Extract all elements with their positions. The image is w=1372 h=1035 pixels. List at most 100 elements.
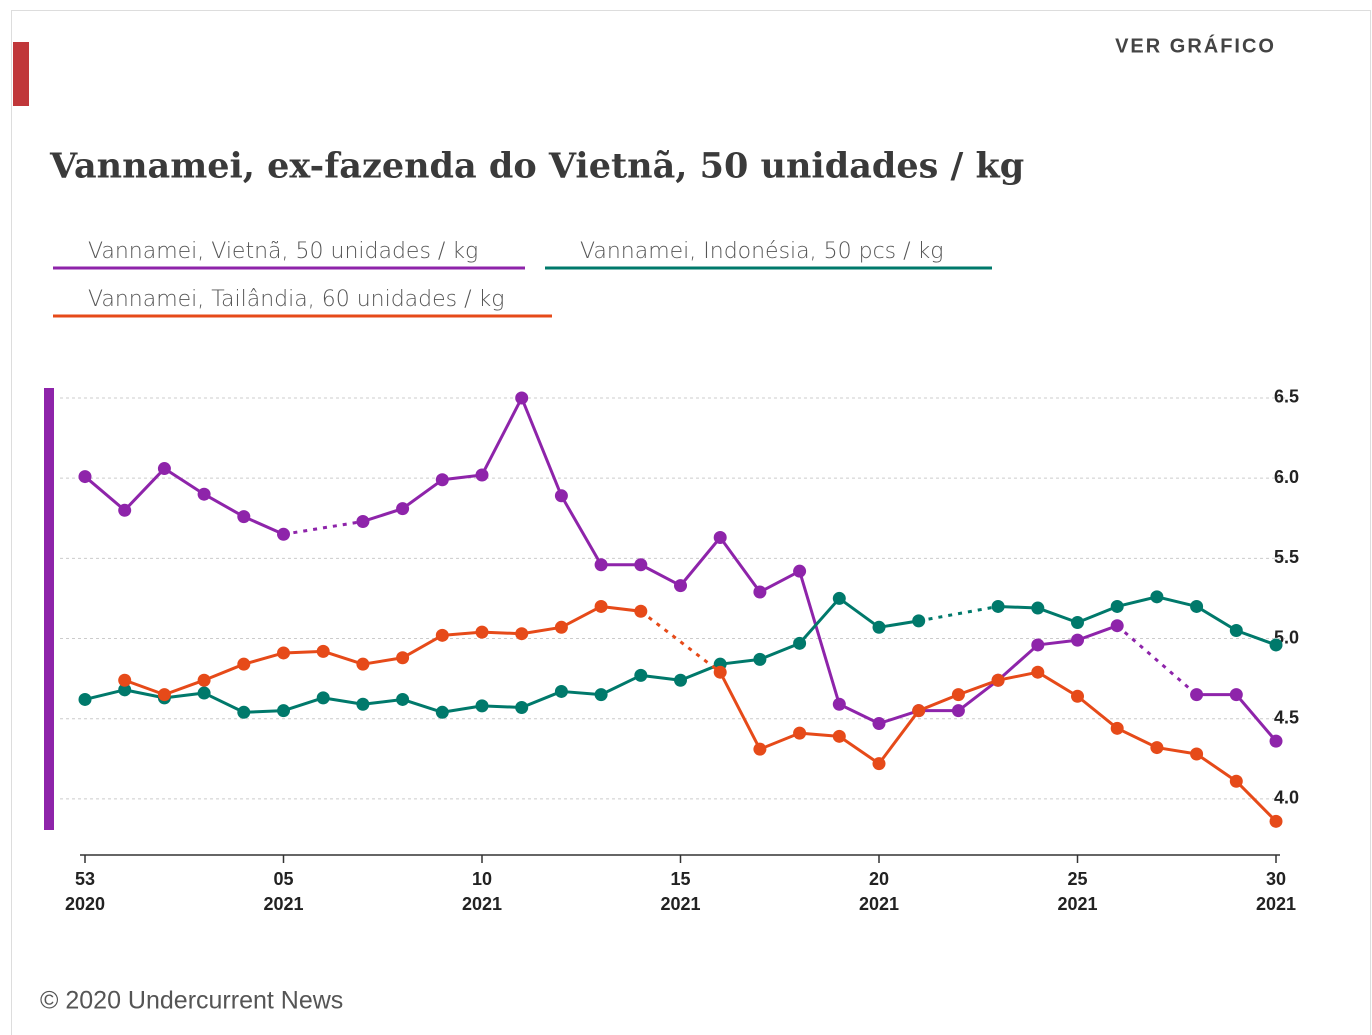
data-point bbox=[674, 673, 687, 687]
data-point bbox=[912, 614, 926, 628]
data-point bbox=[1071, 689, 1084, 703]
x-tick-label: 30 bbox=[1266, 869, 1286, 889]
data-point bbox=[991, 599, 1005, 613]
data-point bbox=[475, 699, 489, 713]
x-tick-year: 2021 bbox=[1256, 894, 1296, 914]
series-line bbox=[84, 595, 1277, 714]
data-point bbox=[872, 620, 886, 634]
data-point bbox=[1031, 665, 1045, 679]
data-point bbox=[237, 657, 251, 671]
x-tick-label: 05 bbox=[273, 869, 293, 889]
data-point bbox=[753, 742, 767, 756]
data-point bbox=[634, 604, 648, 618]
x-tick-year: 2021 bbox=[263, 894, 303, 914]
data-point bbox=[951, 688, 965, 702]
data-point bbox=[435, 473, 449, 487]
data-point bbox=[554, 684, 568, 698]
y-tick-label: 6.0 bbox=[1274, 467, 1299, 487]
data-point bbox=[515, 627, 529, 641]
x-tick-year: 2021 bbox=[462, 894, 502, 914]
data-point bbox=[118, 683, 132, 697]
y-tick-label: 5.5 bbox=[1274, 547, 1299, 567]
legend-label: Vannamei, Vietnã, 50 unidades / kg bbox=[88, 239, 478, 264]
data-point bbox=[1110, 721, 1124, 735]
y-tick-label: 6.5 bbox=[1274, 387, 1299, 407]
data-point bbox=[197, 673, 211, 687]
data-point bbox=[356, 514, 370, 528]
data-point bbox=[435, 628, 449, 642]
data-point bbox=[1229, 774, 1243, 788]
data-point bbox=[793, 564, 807, 578]
data-point bbox=[78, 470, 92, 484]
data-point bbox=[594, 688, 608, 702]
data-point bbox=[753, 585, 767, 599]
data-point bbox=[793, 636, 807, 650]
data-point bbox=[991, 673, 1005, 687]
gap-connector bbox=[639, 610, 722, 674]
data-point bbox=[554, 620, 568, 634]
data-point bbox=[634, 668, 648, 682]
data-point bbox=[237, 705, 251, 719]
data-point bbox=[713, 665, 727, 679]
x-tick-year: 2021 bbox=[660, 894, 700, 914]
data-point bbox=[157, 462, 171, 476]
data-point bbox=[832, 591, 846, 605]
data-point bbox=[1150, 741, 1164, 755]
data-point bbox=[515, 391, 529, 405]
data-point bbox=[832, 697, 846, 711]
data-point bbox=[475, 468, 489, 482]
data-point bbox=[713, 531, 727, 545]
data-point bbox=[793, 726, 807, 740]
x-tick-label: 10 bbox=[472, 869, 492, 889]
data-point bbox=[277, 527, 290, 541]
y-tick-label: 4.5 bbox=[1274, 707, 1299, 727]
data-point bbox=[396, 651, 410, 665]
data-point bbox=[1071, 615, 1084, 629]
data-point bbox=[277, 646, 290, 660]
legend-label: Vannamei, Indonésia, 50 pcs / kg bbox=[580, 239, 943, 264]
data-point bbox=[1269, 734, 1283, 748]
data-point bbox=[515, 700, 529, 714]
data-point bbox=[316, 644, 330, 658]
x-tick-label: 53 bbox=[75, 869, 95, 889]
data-point bbox=[832, 729, 846, 743]
data-point bbox=[157, 688, 171, 702]
data-point bbox=[1150, 590, 1164, 604]
data-point bbox=[356, 697, 370, 711]
data-point bbox=[1031, 638, 1045, 652]
y-tick-label: 4.0 bbox=[1274, 788, 1299, 808]
data-point bbox=[594, 599, 608, 613]
data-point bbox=[396, 692, 410, 706]
data-point bbox=[634, 558, 648, 572]
data-point bbox=[594, 558, 608, 572]
view-chart-button[interactable]: VER GRÁFICO bbox=[1115, 34, 1276, 57]
data-point bbox=[396, 502, 410, 516]
data-point bbox=[356, 657, 370, 671]
data-point bbox=[1190, 747, 1204, 761]
x-tick-label: 15 bbox=[670, 869, 690, 889]
data-point bbox=[951, 704, 965, 718]
data-point bbox=[237, 510, 251, 524]
data-point bbox=[1190, 599, 1204, 613]
data-point bbox=[197, 686, 211, 700]
x-tick-year: 2020 bbox=[65, 894, 105, 914]
data-point bbox=[1229, 688, 1243, 702]
accent-bar bbox=[13, 42, 29, 106]
data-point bbox=[118, 673, 132, 687]
data-point bbox=[1031, 601, 1045, 615]
data-point bbox=[872, 757, 886, 771]
chart-title: Vannamei, ex-fazenda do Vietnã, 50 unida… bbox=[49, 146, 1024, 187]
data-point bbox=[1269, 638, 1283, 652]
data-point bbox=[674, 579, 687, 593]
data-point bbox=[1110, 599, 1124, 613]
highlight-bar bbox=[44, 388, 54, 830]
data-point bbox=[872, 717, 886, 731]
data-point bbox=[753, 652, 767, 666]
data-point bbox=[912, 704, 926, 718]
gap-connector bbox=[918, 604, 999, 623]
gap-connector bbox=[1116, 624, 1198, 696]
x-tick-label: 25 bbox=[1067, 869, 1087, 889]
data-point bbox=[118, 503, 132, 517]
x-tick-year: 2021 bbox=[859, 894, 899, 914]
